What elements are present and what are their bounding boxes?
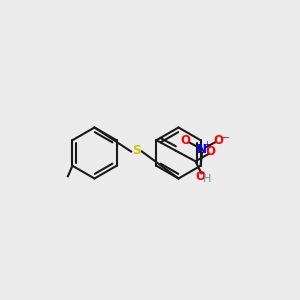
Text: S: S [132, 144, 141, 157]
Text: O: O [205, 145, 215, 158]
Text: O: O [181, 134, 190, 147]
Text: O: O [214, 134, 224, 147]
Text: H: H [203, 174, 212, 184]
Text: O: O [196, 170, 206, 183]
Text: −: − [222, 133, 230, 143]
Text: +: + [203, 140, 210, 149]
Text: N: N [197, 143, 207, 156]
